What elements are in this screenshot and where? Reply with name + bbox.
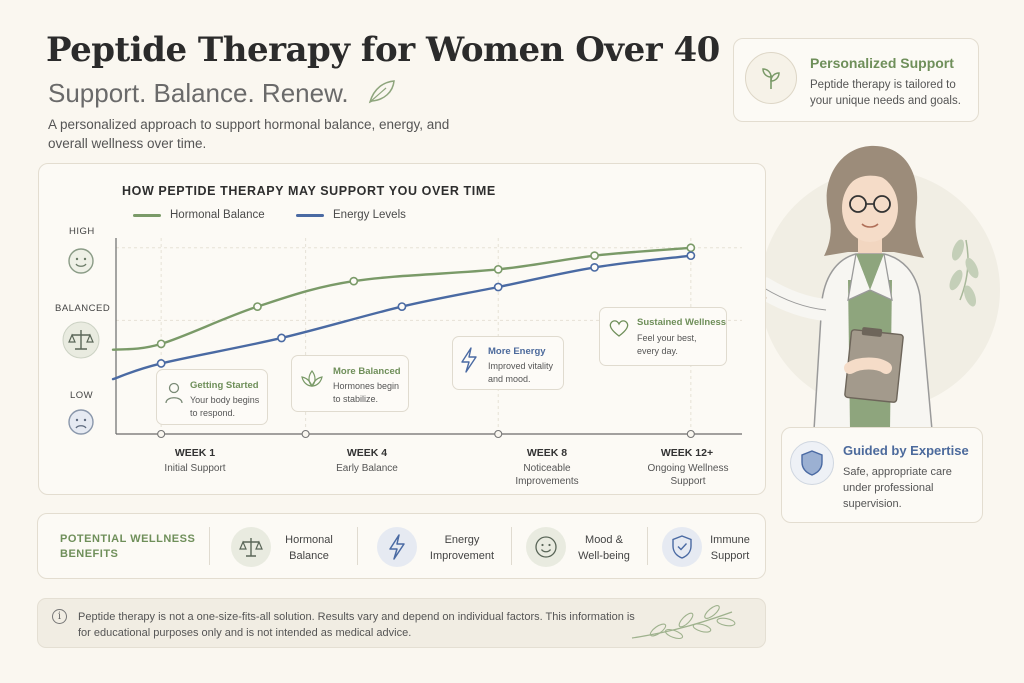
annotation-text: Feel your best, every day. xyxy=(637,333,697,356)
personalized-support-text: Peptide therapy is tailored to your uniq… xyxy=(810,79,961,107)
tick-sub-week8: Noticeable Improvements xyxy=(515,463,579,487)
annotation-text: Your body begins to respond. xyxy=(190,395,260,418)
legend-swatch-hormonal xyxy=(133,214,161,217)
benefit-label: Mood & Well-being xyxy=(578,534,630,562)
lightning-icon xyxy=(377,527,417,567)
x-tick-marker xyxy=(686,429,695,439)
page-subtitle: Support. Balance. Renew. xyxy=(48,78,349,108)
annotation-getting-started xyxy=(156,369,268,425)
x-tick-marker xyxy=(494,429,503,439)
branch-icon xyxy=(631,605,736,640)
annotation-title: More Balanced xyxy=(333,366,401,377)
data-point xyxy=(493,282,503,292)
benefits-title: POTENTIAL WELLNESS BENEFITS xyxy=(60,533,196,560)
scale-icon xyxy=(231,527,271,567)
guided-expertise-title: Guided by Expertise xyxy=(843,443,969,458)
benefits-divider xyxy=(647,527,648,565)
benefits-divider xyxy=(511,527,512,565)
data-point xyxy=(686,243,696,253)
tick-label-week12: WEEK 12+ xyxy=(660,447,714,459)
benefit-label: Immune Support xyxy=(710,534,750,562)
y-level-low: LOW xyxy=(70,390,94,401)
data-point xyxy=(156,359,166,368)
sad-face-icon xyxy=(68,409,94,435)
annotation-text: Improved vitality and mood. xyxy=(488,361,554,384)
data-point xyxy=(397,302,407,311)
data-point xyxy=(590,251,599,261)
tick-sub-week4: Early Balance xyxy=(336,463,398,474)
y-level-high: HIGH xyxy=(69,226,95,237)
data-point xyxy=(590,262,599,272)
lightning-icon xyxy=(461,347,477,373)
annotation-title: Getting Started xyxy=(190,380,259,391)
tick-label-week4: WEEK 4 xyxy=(346,447,388,459)
happy-face-icon xyxy=(68,248,94,274)
chart-title: HOW PEPTIDE THERAPY MAY SUPPORT YOU OVER… xyxy=(122,184,496,198)
tick-sub-week12: Ongoing Wellness Support xyxy=(647,463,729,487)
info-icon: i xyxy=(52,609,67,624)
benefits-divider xyxy=(209,527,210,565)
annotation-sustained-wellness xyxy=(599,307,727,366)
annotation-title: More Energy xyxy=(488,346,546,357)
tick-label-week1: WEEK 1 xyxy=(174,447,216,459)
data-point xyxy=(253,302,262,311)
guided-expertise-text: Safe, appropriate care under professiona… xyxy=(843,466,952,510)
data-point xyxy=(686,251,696,261)
tick-sub-week1: Initial Support xyxy=(164,463,226,474)
page-description: A personalized approach to support hormo… xyxy=(48,117,450,151)
benefits-divider xyxy=(357,527,358,565)
scale-icon xyxy=(62,321,100,359)
legend-label-energy: Energy Levels xyxy=(333,209,406,221)
disclaimer-card xyxy=(37,598,766,648)
annotation-title: Sustained Wellness xyxy=(637,317,727,328)
personalized-support-title: Personalized Support xyxy=(810,55,954,71)
disclaimer-text: Peptide therapy is not a one-size-fits-a… xyxy=(78,611,635,639)
smile-icon xyxy=(526,527,566,567)
heart-icon xyxy=(609,320,629,337)
x-tick-marker xyxy=(301,429,310,439)
y-level-balanced: BALANCED xyxy=(55,303,111,314)
data-point xyxy=(156,339,166,349)
shield-icon xyxy=(790,441,834,485)
sprout-icon xyxy=(745,52,797,104)
x-tick-marker xyxy=(157,429,166,439)
benefit-label: Energy Improvement xyxy=(429,534,495,562)
legend-label-hormonal: Hormonal Balance xyxy=(170,209,265,221)
doctor-illustration xyxy=(735,145,1000,430)
page-title: Peptide Therapy for Women Over 40 xyxy=(46,30,720,70)
data-point xyxy=(277,333,286,343)
legend-swatch-energy xyxy=(296,214,324,217)
annotation-more-energy xyxy=(452,336,564,390)
tick-label-week8: WEEK 8 xyxy=(526,447,568,459)
leaf-icon xyxy=(368,80,395,104)
lotus-icon xyxy=(301,370,323,387)
benefit-label: Hormonal Balance xyxy=(285,534,333,562)
annotation-text: Hormones begin to stabilize. xyxy=(333,381,400,404)
person-icon xyxy=(165,382,183,404)
shield-check-icon xyxy=(662,527,702,567)
data-point xyxy=(493,264,503,274)
data-point xyxy=(349,276,359,286)
